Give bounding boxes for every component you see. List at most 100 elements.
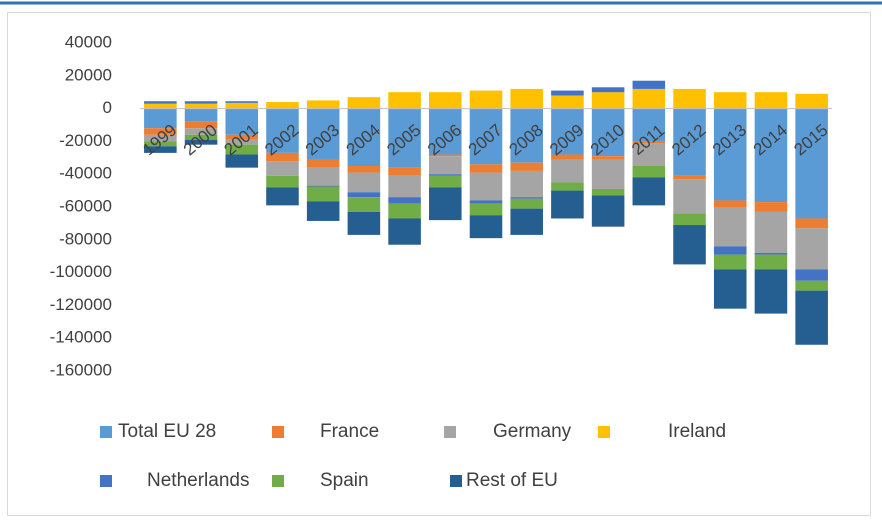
bar-segment bbox=[795, 228, 828, 270]
bar-segment bbox=[388, 92, 421, 109]
bar-segment bbox=[754, 254, 788, 270]
bar-segment bbox=[713, 207, 747, 247]
legend-swatch bbox=[100, 426, 112, 438]
bar-segment bbox=[795, 108, 828, 219]
bar-segment bbox=[795, 269, 828, 281]
bar-segment bbox=[347, 166, 381, 173]
bar-segment bbox=[144, 128, 177, 135]
y-tick-label: -80000 bbox=[59, 229, 112, 248]
bar-segment bbox=[591, 159, 625, 189]
bar-segment bbox=[673, 108, 706, 176]
bar-segment bbox=[510, 88, 543, 109]
bar-segment bbox=[510, 197, 543, 199]
bar-segment bbox=[306, 201, 340, 221]
bar-segment bbox=[713, 269, 747, 309]
legend-swatch bbox=[272, 475, 284, 487]
bar-segment bbox=[795, 290, 828, 345]
bar-segment bbox=[510, 162, 543, 171]
bar-segment bbox=[510, 208, 543, 235]
bar-segment bbox=[632, 80, 666, 89]
bar-segment bbox=[713, 246, 747, 255]
bar-segment bbox=[591, 92, 625, 109]
bar-segment bbox=[144, 103, 177, 109]
bar-segment bbox=[184, 134, 218, 140]
bar-segment bbox=[388, 167, 421, 176]
y-tick-label: 40000 bbox=[65, 32, 112, 51]
bar-segment bbox=[713, 254, 747, 270]
bar-segment bbox=[388, 203, 421, 219]
bar-segment bbox=[632, 143, 666, 166]
bar-segment bbox=[713, 200, 747, 207]
bar-segment bbox=[388, 197, 421, 204]
y-tick-label: -60000 bbox=[59, 196, 112, 215]
y-tick-label: -120000 bbox=[50, 295, 112, 314]
bar-segment bbox=[632, 88, 666, 109]
bar-segment bbox=[347, 108, 381, 166]
bar-segment bbox=[632, 166, 666, 178]
y-tick-label: 0 bbox=[103, 98, 112, 117]
bar-segment bbox=[266, 102, 299, 109]
legend-label: Rest of EU bbox=[466, 470, 558, 491]
bar-segment bbox=[551, 159, 584, 183]
bar-segment bbox=[347, 197, 381, 212]
y-tick-label: -20000 bbox=[59, 131, 112, 150]
bar-segment bbox=[266, 187, 299, 206]
bar-segment bbox=[347, 172, 381, 193]
bar-segment bbox=[469, 108, 503, 165]
bar-segment bbox=[469, 90, 503, 109]
bar-segment bbox=[184, 121, 218, 129]
bar-segment bbox=[754, 211, 788, 253]
bar-segment bbox=[429, 108, 462, 155]
bar-segment bbox=[388, 108, 421, 168]
bar-segment bbox=[306, 159, 340, 168]
bar-segment bbox=[225, 139, 259, 145]
bar-segment bbox=[429, 154, 462, 157]
bar-segment bbox=[184, 101, 218, 104]
bar-segment bbox=[754, 108, 788, 203]
bar-segment bbox=[144, 141, 177, 147]
bar-segment bbox=[184, 103, 218, 109]
bar-segment bbox=[632, 141, 666, 144]
legend-swatch bbox=[444, 426, 456, 438]
bar-segment bbox=[713, 92, 747, 109]
bar-segment bbox=[795, 218, 828, 229]
y-tick-label: -140000 bbox=[50, 328, 112, 347]
bar-segment bbox=[429, 174, 462, 176]
bar-segment bbox=[347, 192, 381, 198]
bar-segment bbox=[510, 108, 543, 163]
bar-segment bbox=[551, 182, 584, 191]
bar-segment bbox=[266, 175, 299, 188]
bar-segment bbox=[591, 108, 625, 157]
bar-segment bbox=[795, 93, 828, 109]
bar-segment bbox=[551, 90, 584, 96]
legend-label: Germany bbox=[493, 421, 572, 442]
bar-segment bbox=[429, 92, 462, 109]
bar-segment bbox=[306, 108, 340, 160]
legend-swatch bbox=[100, 475, 112, 487]
bar-segment bbox=[306, 100, 340, 109]
legend-label: Spain bbox=[320, 470, 369, 491]
bar-segment bbox=[225, 154, 259, 168]
bar-segment bbox=[225, 144, 259, 155]
bar-segment bbox=[754, 252, 788, 255]
bar-segment bbox=[266, 161, 299, 176]
legend-label: Netherlands bbox=[147, 470, 249, 491]
bar-segment bbox=[184, 139, 218, 145]
bar-segment bbox=[591, 87, 625, 93]
bar-segment bbox=[551, 154, 584, 160]
bar-segment bbox=[266, 152, 299, 162]
y-tick-label: -160000 bbox=[50, 360, 112, 379]
bar-segment bbox=[754, 92, 788, 109]
bar-segment bbox=[184, 128, 218, 135]
bar-segment bbox=[551, 108, 584, 155]
bar-segment bbox=[510, 170, 543, 198]
y-tick-label: 20000 bbox=[65, 65, 112, 84]
bar-segment bbox=[347, 211, 381, 235]
legend-swatch bbox=[272, 426, 284, 438]
bar-segment bbox=[551, 190, 584, 219]
bar-segment bbox=[347, 97, 381, 109]
bar-segment bbox=[632, 177, 666, 206]
y-tick-label: -40000 bbox=[59, 164, 112, 183]
